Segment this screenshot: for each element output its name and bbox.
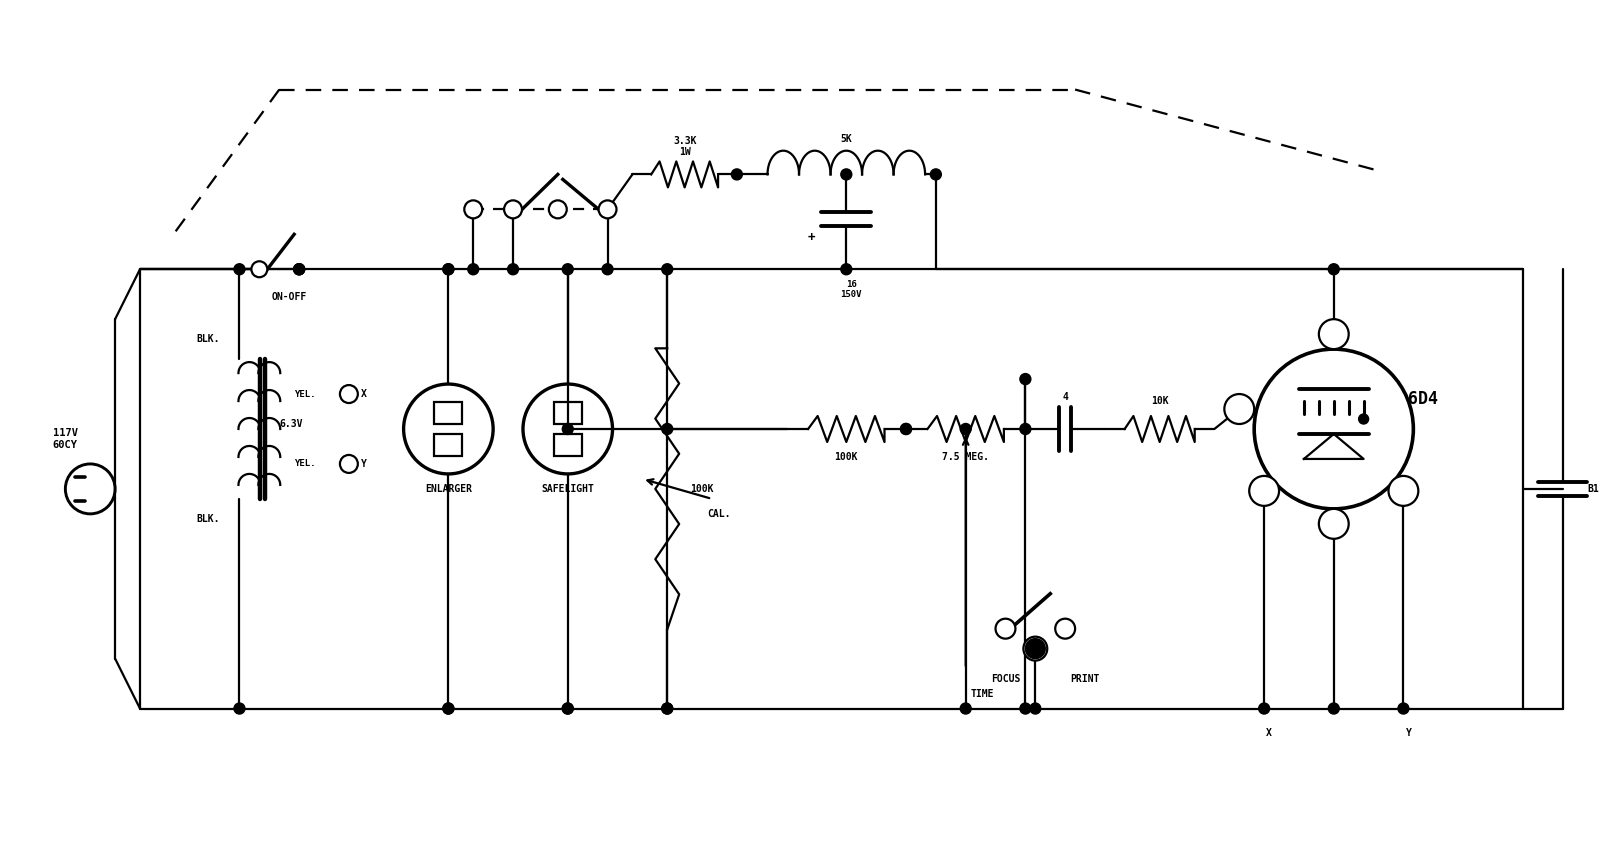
Text: B1: B1 xyxy=(1588,484,1599,494)
Circle shape xyxy=(508,264,519,275)
Text: 5K: 5K xyxy=(841,134,852,144)
Circle shape xyxy=(841,264,852,275)
Text: 16
150V: 16 150V xyxy=(841,279,861,299)
Text: ON-OFF: ON-OFF xyxy=(272,292,307,302)
Circle shape xyxy=(961,703,972,714)
Circle shape xyxy=(1388,476,1418,506)
Circle shape xyxy=(562,264,573,275)
Text: 4: 4 xyxy=(1061,392,1068,402)
Circle shape xyxy=(1359,414,1369,424)
Text: 100K: 100K xyxy=(690,484,714,494)
Text: 6.3V: 6.3V xyxy=(279,419,303,429)
Circle shape xyxy=(661,703,672,714)
Text: Y: Y xyxy=(1406,728,1412,739)
Text: X: X xyxy=(360,389,367,399)
Circle shape xyxy=(1319,509,1348,539)
Circle shape xyxy=(562,424,573,435)
Text: 1: 1 xyxy=(1236,404,1242,414)
Circle shape xyxy=(1329,264,1340,275)
Text: TIME: TIME xyxy=(970,689,994,699)
Circle shape xyxy=(1020,424,1031,435)
Circle shape xyxy=(443,703,453,714)
Text: PRINT: PRINT xyxy=(1071,673,1100,683)
Text: ENLARGER: ENLARGER xyxy=(424,484,472,494)
Circle shape xyxy=(1055,619,1076,638)
Circle shape xyxy=(1225,394,1254,424)
Text: 7.5 MEG.: 7.5 MEG. xyxy=(941,452,989,462)
Circle shape xyxy=(293,264,304,275)
Circle shape xyxy=(661,703,672,714)
Circle shape xyxy=(930,169,941,180)
Text: 117V
60CY: 117V 60CY xyxy=(53,428,78,450)
Text: YEL.: YEL. xyxy=(295,390,315,398)
Text: 100K: 100K xyxy=(834,452,858,462)
Circle shape xyxy=(562,703,573,714)
Circle shape xyxy=(562,703,573,714)
Circle shape xyxy=(1258,703,1270,714)
Circle shape xyxy=(1023,637,1047,661)
Circle shape xyxy=(293,264,304,275)
Circle shape xyxy=(841,169,852,180)
Circle shape xyxy=(1025,638,1045,659)
Circle shape xyxy=(602,264,613,275)
Circle shape xyxy=(661,264,672,275)
Circle shape xyxy=(251,261,267,278)
Circle shape xyxy=(961,424,972,435)
Text: SAFELIGHT: SAFELIGHT xyxy=(541,484,594,494)
Circle shape xyxy=(1020,374,1031,385)
Circle shape xyxy=(504,200,522,218)
Text: YEL.: YEL. xyxy=(295,459,315,469)
Circle shape xyxy=(339,385,359,403)
Text: 6D4: 6D4 xyxy=(1409,390,1438,408)
Text: 3: 3 xyxy=(1262,486,1266,496)
Text: FOCUS: FOCUS xyxy=(991,673,1020,683)
Circle shape xyxy=(732,169,743,180)
Circle shape xyxy=(339,455,359,473)
Text: BLK.: BLK. xyxy=(195,514,219,524)
Text: 4: 4 xyxy=(1401,486,1406,496)
Circle shape xyxy=(900,424,911,435)
Circle shape xyxy=(1020,703,1031,714)
Text: 3.3K
1W: 3.3K 1W xyxy=(672,136,696,157)
Circle shape xyxy=(1319,319,1348,349)
Circle shape xyxy=(1029,703,1041,714)
Text: X: X xyxy=(1266,728,1273,739)
Circle shape xyxy=(443,264,453,275)
Circle shape xyxy=(464,200,482,218)
Circle shape xyxy=(1329,703,1340,714)
Circle shape xyxy=(1249,476,1279,506)
Text: Y: Y xyxy=(360,459,367,469)
Circle shape xyxy=(661,424,672,435)
Circle shape xyxy=(234,703,245,714)
Circle shape xyxy=(234,264,245,275)
Circle shape xyxy=(900,424,911,435)
Circle shape xyxy=(549,200,567,218)
Circle shape xyxy=(467,264,479,275)
Circle shape xyxy=(443,703,453,714)
Text: BLK.: BLK. xyxy=(195,335,219,344)
Text: +: + xyxy=(809,231,815,244)
Text: 9: 9 xyxy=(1330,519,1337,529)
Circle shape xyxy=(66,464,115,514)
Circle shape xyxy=(293,264,304,275)
Text: CAL.: CAL. xyxy=(708,509,730,519)
Text: 10K: 10K xyxy=(1151,396,1169,406)
Circle shape xyxy=(996,619,1015,638)
Circle shape xyxy=(1398,703,1409,714)
Text: 7: 7 xyxy=(1330,329,1337,339)
Circle shape xyxy=(443,264,453,275)
Circle shape xyxy=(599,200,616,218)
